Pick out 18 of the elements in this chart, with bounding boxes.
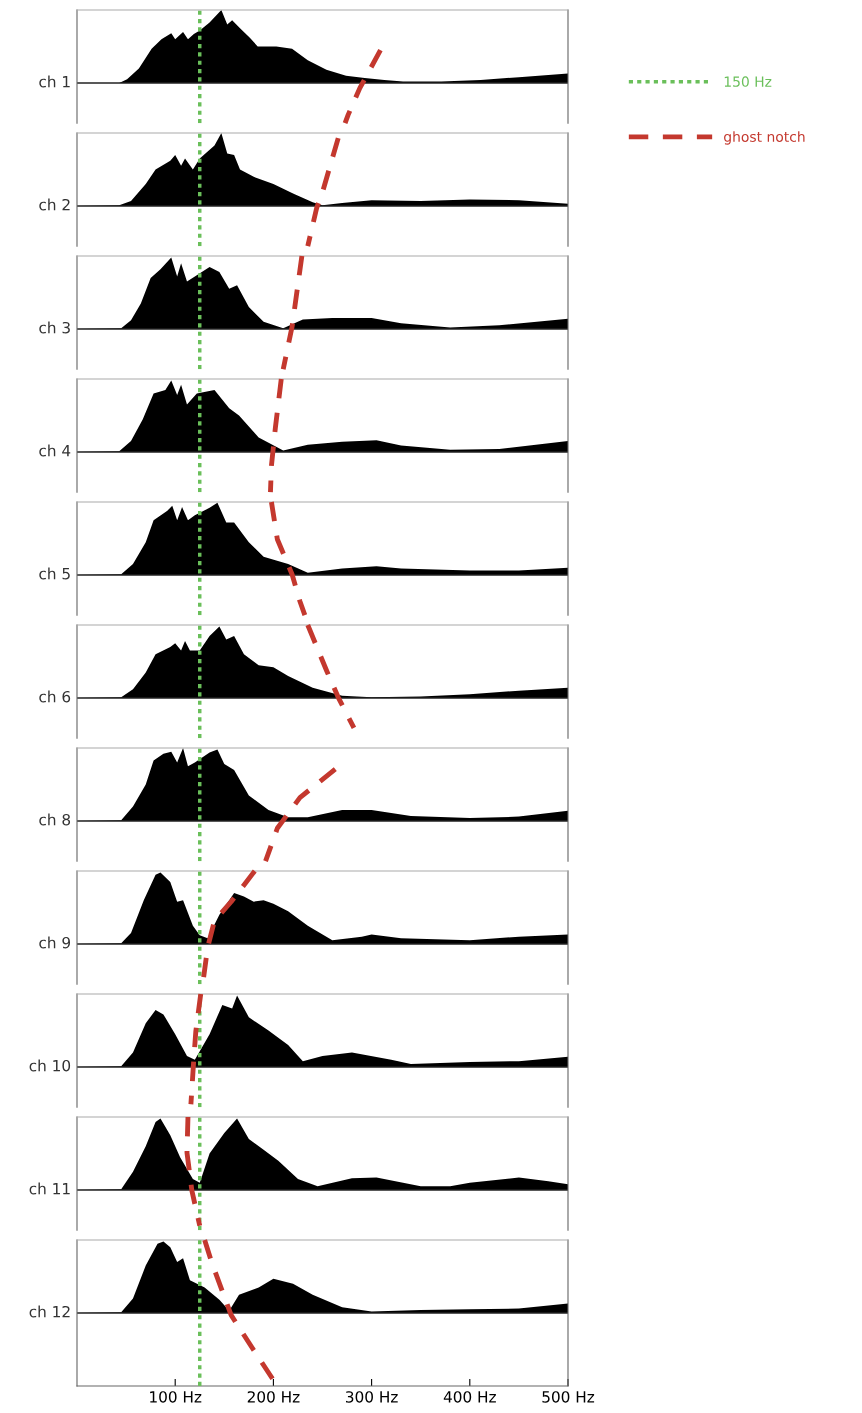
text: ghost notch [724,131,805,145]
y-axis-title: ch 10 [29,1059,71,1072]
y-axis-title: ch 8 [39,813,71,826]
x-tick-label: 300 Hz [346,1391,398,1403]
x-tick-label: 100 Hz [150,1391,202,1403]
y-axis-title: ch 9 [39,936,71,949]
y-axis-title: ch 6 [39,690,71,703]
x-tick-label: 200 Hz [247,1391,300,1403]
y-axis-title: ch 12 [29,1305,70,1318]
y-axis-title: ch 11 [29,1182,70,1195]
ref-line-label: 150 Hz [724,76,772,87]
y-axis-title: ch 5 [39,567,70,580]
x-tick-label: 400 Hz [443,1391,496,1403]
x-tick-label: 500 Hz [542,1391,595,1403]
y-axis-title: ch 4 [39,444,71,457]
y-axis-title: ch 1 [39,75,70,88]
y-axis-title: ch 2 [39,198,70,211]
y-axis-title: ch 3 [39,321,70,334]
